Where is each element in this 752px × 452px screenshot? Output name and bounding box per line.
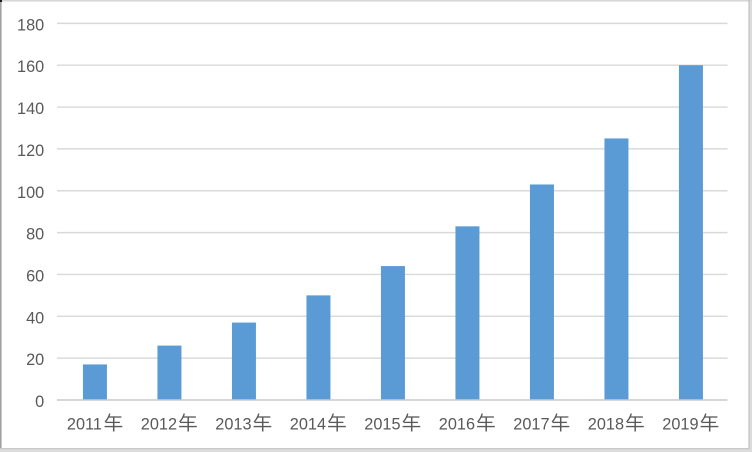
svg-text:160: 160 <box>17 58 44 76</box>
svg-text:2018: 2018 <box>588 416 624 434</box>
svg-text:120: 120 <box>17 142 44 160</box>
svg-text:2019: 2019 <box>662 416 698 434</box>
svg-text:2014: 2014 <box>290 416 326 434</box>
svg-text:100: 100 <box>17 184 44 202</box>
svg-text:0: 0 <box>35 393 44 411</box>
svg-text:2011: 2011 <box>67 416 102 434</box>
svg-text:2015: 2015 <box>364 416 400 434</box>
svg-text:180: 180 <box>17 16 44 34</box>
svg-text:40: 40 <box>26 309 44 327</box>
svg-text:140: 140 <box>17 100 44 118</box>
svg-text:60: 60 <box>26 268 44 286</box>
svg-text:80: 80 <box>26 226 44 244</box>
svg-text:2017: 2017 <box>513 416 549 434</box>
svg-text:20: 20 <box>26 351 44 369</box>
svg-text:2016: 2016 <box>439 416 475 434</box>
svg-text:2013: 2013 <box>215 416 251 434</box>
svg-text:2012: 2012 <box>141 416 177 434</box>
